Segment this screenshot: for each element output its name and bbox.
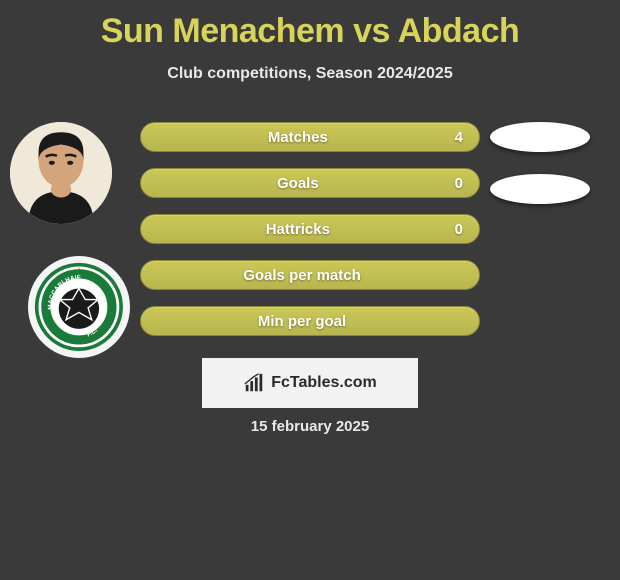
player-avatar	[10, 122, 112, 224]
ellipse-placeholder	[490, 122, 590, 152]
stat-row-goals: Goals 0	[140, 168, 480, 198]
ellipse-placeholder	[490, 174, 590, 204]
stat-value: 0	[455, 175, 463, 192]
stat-label: Goals per match	[141, 267, 463, 284]
stat-row-goals-per-match: Goals per match	[140, 260, 480, 290]
club-badge: MACCABI HAIFA F.C.	[28, 256, 130, 358]
right-ellipses	[490, 122, 610, 226]
page-title: Sun Menachem vs Abdach	[0, 0, 620, 51]
stat-label: Min per goal	[141, 313, 463, 330]
stat-row-hattricks: Hattricks 0	[140, 214, 480, 244]
stat-label: Hattricks	[141, 221, 455, 238]
stats-bars: Matches 4 Goals 0 Hattricks 0 Goals per …	[140, 122, 480, 352]
stat-label: Goals	[141, 175, 455, 192]
stat-value: 4	[455, 129, 463, 146]
subtitle: Club competitions, Season 2024/2025	[0, 65, 620, 83]
stat-value: 0	[455, 221, 463, 238]
date-label: 15 february 2025	[0, 418, 620, 435]
site-badge: FcTables.com	[202, 358, 418, 408]
stat-row-matches: Matches 4	[140, 122, 480, 152]
avatar-column: MACCABI HAIFA F.C.	[10, 122, 120, 358]
site-name: FcTables.com	[271, 374, 377, 392]
chart-icon	[243, 372, 265, 394]
stat-row-min-per-goal: Min per goal	[140, 306, 480, 336]
stat-label: Matches	[141, 129, 455, 146]
